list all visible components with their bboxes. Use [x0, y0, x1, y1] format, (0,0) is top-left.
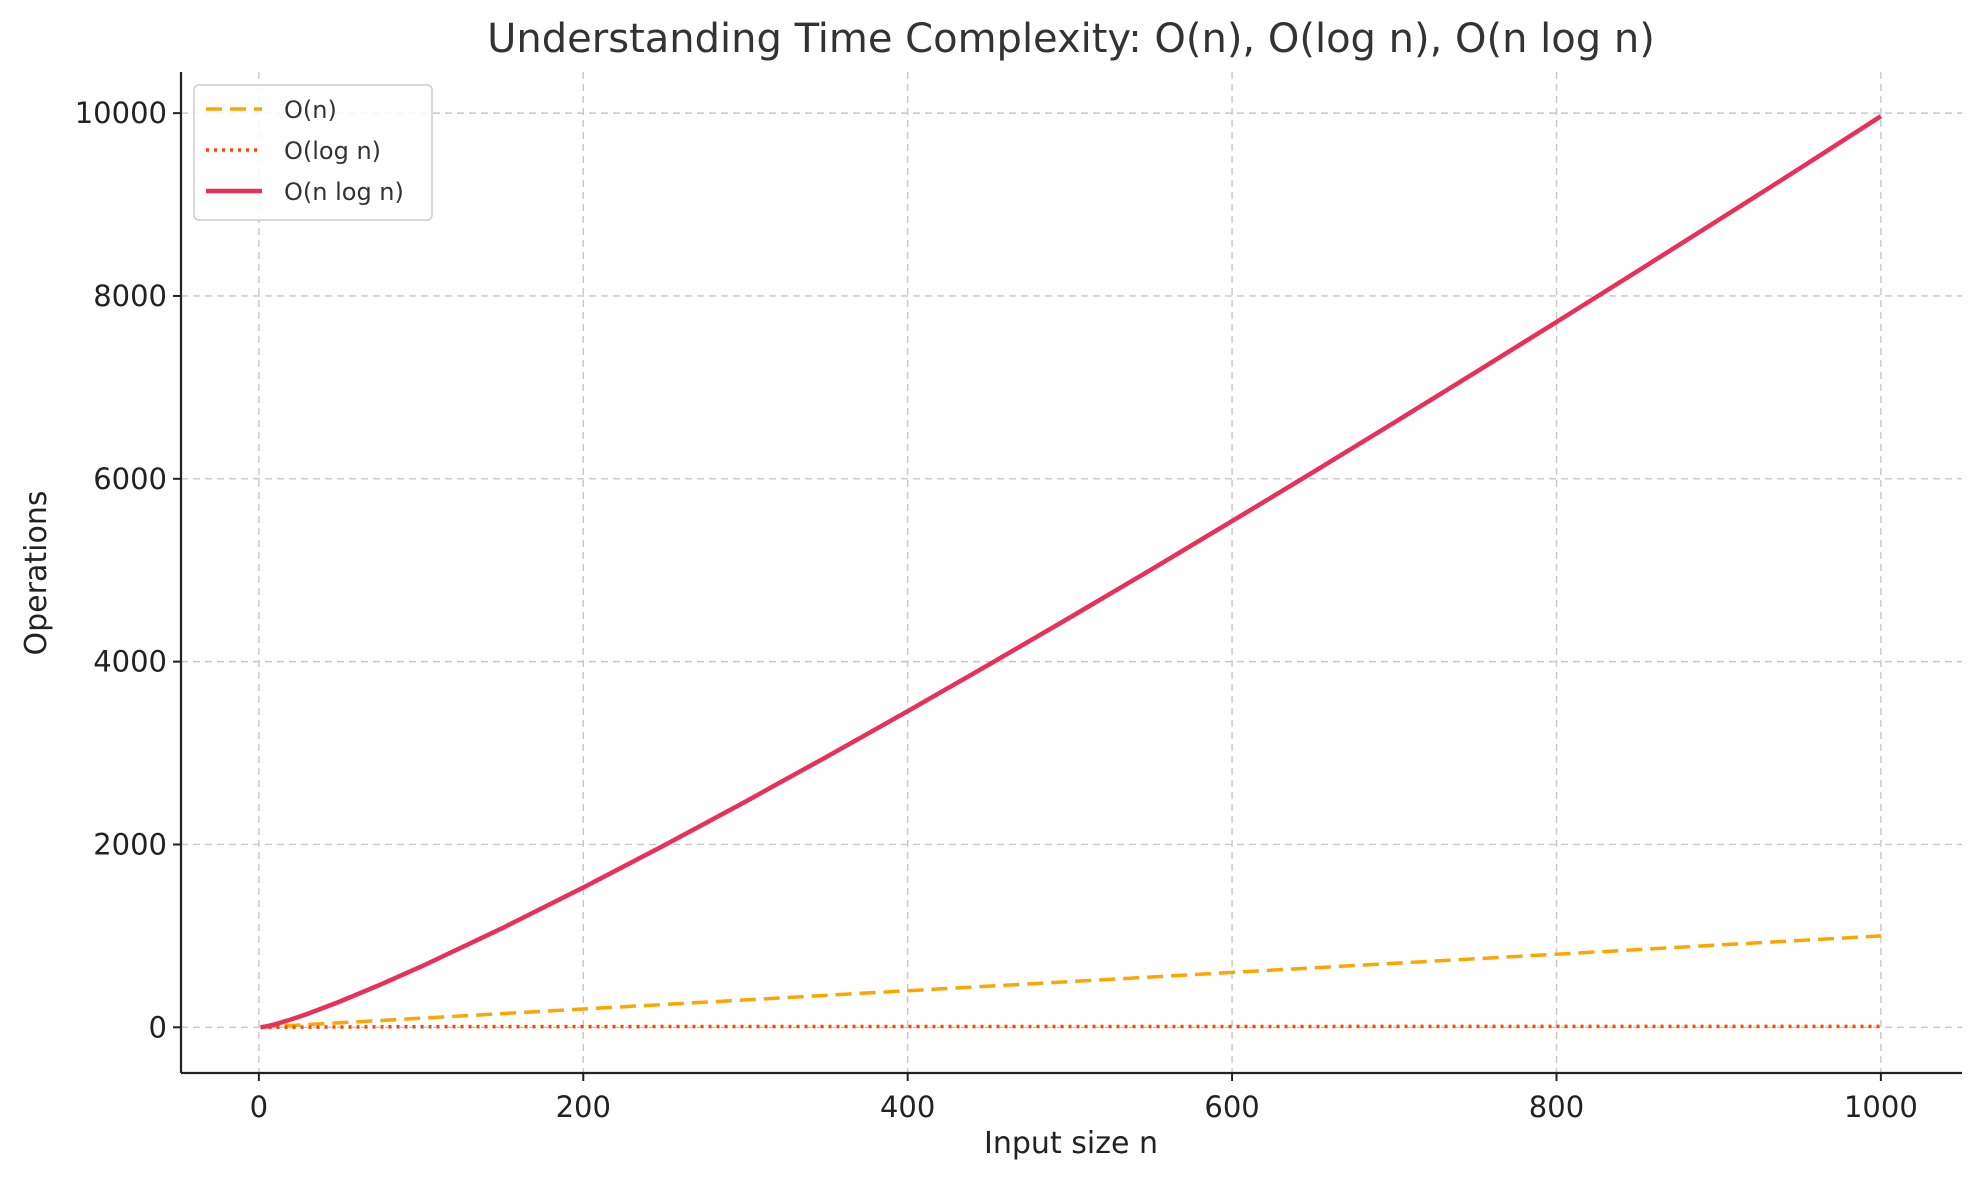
series-line-2	[260, 114, 1883, 1030]
y-tick-label: 8000	[93, 279, 167, 313]
series-line-0	[260, 934, 1881, 1029]
x-tick-label: 600	[1204, 1090, 1259, 1124]
legend-label: O(n)	[284, 96, 337, 124]
legend: O(n) O(log n) O(n log n)	[193, 84, 433, 221]
series-lines	[260, 114, 1883, 1030]
gridlines	[181, 72, 1962, 1073]
y-tick-label: 2000	[93, 827, 167, 861]
y-tick-label: 0	[149, 1010, 167, 1044]
legend-label: O(log n)	[284, 137, 381, 165]
x-tick-label: 1000	[1844, 1090, 1918, 1124]
y-axis-label: Operations	[19, 491, 54, 656]
x-tick-label: 400	[880, 1090, 935, 1124]
series-line-1	[260, 1024, 1881, 1030]
x-tick-label: 0	[250, 1090, 268, 1124]
y-tick-label: 6000	[93, 462, 167, 496]
x-tick-label: 800	[1529, 1090, 1584, 1124]
axes	[179, 72, 1962, 1075]
x-axis-label: Input size n	[984, 1126, 1158, 1161]
y-tick-label: 10000	[75, 96, 167, 130]
legend-label: O(n log n)	[284, 178, 404, 206]
x-tick-label: 200	[556, 1090, 611, 1124]
y-tick-label: 4000	[93, 645, 167, 679]
chart-title: Understanding Time Complexity: O(n), O(l…	[487, 16, 1655, 62]
legend-box	[193, 84, 433, 221]
